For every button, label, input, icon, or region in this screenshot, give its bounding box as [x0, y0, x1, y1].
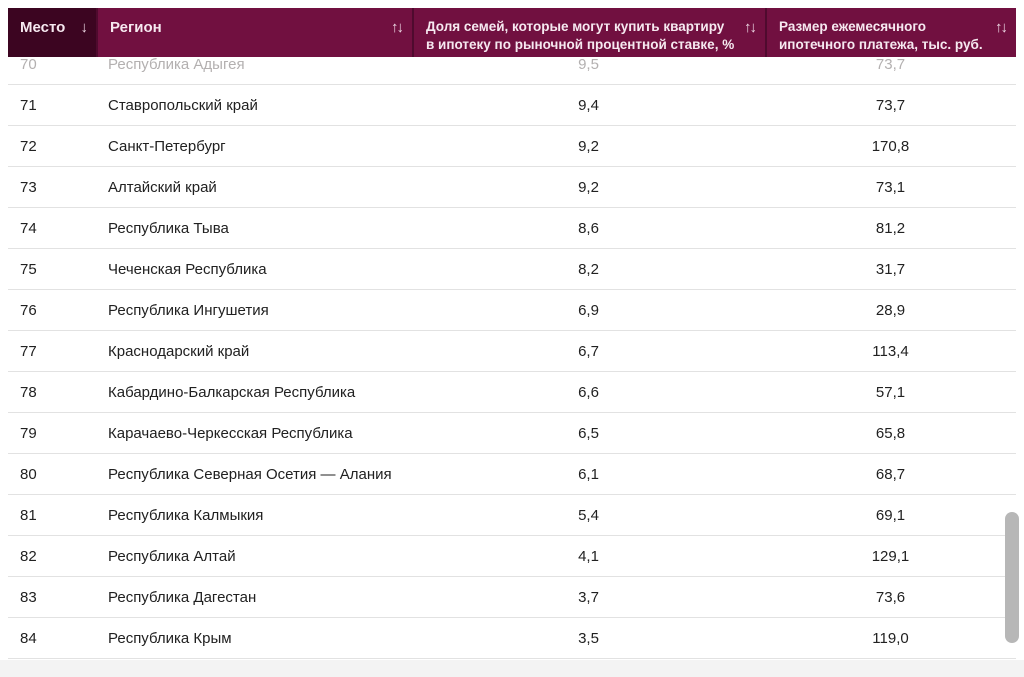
table-row: 80 Республика Северная Осетия — Алания 6…	[8, 454, 1016, 495]
payment-cell: 119,0	[872, 629, 909, 647]
sort-toggle-icon[interactable]: ↑↓	[744, 19, 757, 36]
rank-cell: 82	[20, 547, 37, 565]
payment-cell: 73,7	[875, 96, 906, 114]
region-cell: Республика Дагестан	[108, 588, 257, 606]
rating-table: Место ↓ Регион ↑↓ Доля семей, которые мо…	[8, 8, 1016, 659]
table-row: 73 Алтайский край 9,2 73,1	[8, 167, 1016, 208]
column-header-payment[interactable]: Размер ежемесячного ипотечного платежа, …	[765, 8, 1016, 57]
region-cell: Республика Калмыкия	[108, 506, 264, 524]
payment-cell: 57,1	[875, 383, 906, 401]
column-header-region[interactable]: Регион ↑↓	[96, 8, 412, 57]
rank-cell: 78	[20, 383, 37, 401]
payment-cell: 73,1	[875, 178, 906, 196]
region-cell: Ставропольский край	[108, 96, 258, 114]
share-cell: 4,1	[578, 547, 599, 565]
share-cell: 9,5	[578, 57, 599, 73]
column-header-share-label: Доля семей, которые могут купить квартир…	[426, 19, 735, 52]
payment-cell: 73,7	[875, 57, 906, 73]
payment-cell: 113,4	[872, 342, 909, 360]
payment-cell: 170,8	[871, 137, 910, 155]
table-row: 75 Чеченская Республика 8,2 31,7	[8, 249, 1016, 290]
table-row: 78 Кабардино-Балкарская Республика 6,6 5…	[8, 372, 1016, 413]
rank-cell: 74	[20, 219, 37, 237]
column-header-share[interactable]: Доля семей, которые могут купить квартир…	[412, 8, 765, 57]
rank-cell: 79	[20, 424, 37, 442]
region-cell: Кабардино-Балкарская Республика	[108, 383, 356, 401]
share-cell: 5,4	[578, 506, 599, 524]
share-cell: 3,7	[578, 588, 599, 606]
table-row: 81 Республика Калмыкия 5,4 69,1	[8, 495, 1016, 536]
payment-cell: 65,8	[875, 424, 906, 442]
table-row: 71 Ставропольский край 9,4 73,7	[8, 85, 1016, 126]
payment-cell: 28,9	[875, 301, 906, 319]
rank-cell: 84	[20, 629, 37, 647]
region-cell: Республика Крым	[108, 629, 232, 647]
table-row: 77 Краснодарский край 6,7 113,4	[8, 331, 1016, 372]
sort-descending-icon[interactable]: ↓	[80, 19, 88, 36]
region-cell: Чеченская Республика	[108, 260, 267, 278]
payment-cell: 31,7	[875, 260, 906, 278]
share-cell: 6,9	[578, 301, 599, 319]
region-cell: Республика Ингушетия	[108, 301, 269, 319]
region-cell: Республика Тыва	[108, 219, 229, 237]
rank-cell: 75	[20, 260, 37, 278]
payment-cell: 69,1	[875, 506, 906, 524]
payment-cell: 81,2	[875, 219, 906, 237]
share-cell: 6,1	[578, 465, 599, 483]
rank-cell: 76	[20, 301, 37, 319]
table-row: 76 Республика Ингушетия 6,9 28,9	[8, 290, 1016, 331]
payment-cell: 129,1	[871, 547, 910, 565]
scrollbar-thumb[interactable]	[1005, 512, 1019, 643]
share-cell: 8,2	[578, 260, 599, 278]
rank-cell: 80	[20, 465, 37, 483]
share-cell: 9,4	[578, 96, 599, 114]
rank-cell: 77	[20, 342, 37, 360]
share-cell: 9,2	[578, 137, 599, 155]
table-row: 72 Санкт-Петербург 9,2 170,8	[8, 126, 1016, 167]
region-cell: Республика Адыгея	[108, 57, 245, 73]
share-cell: 6,5	[578, 424, 599, 442]
region-cell: Краснодарский край	[108, 342, 250, 360]
column-header-rank[interactable]: Место ↓	[8, 8, 96, 57]
share-cell: 8,6	[578, 219, 599, 237]
region-cell: Алтайский край	[108, 178, 217, 196]
sort-toggle-icon[interactable]: ↑↓	[995, 19, 1008, 36]
region-cell: Республика Алтай	[108, 547, 236, 565]
rank-cell: 70	[20, 57, 37, 73]
sort-toggle-icon[interactable]: ↑↓	[391, 19, 404, 36]
payment-cell: 73,6	[875, 588, 906, 606]
payment-cell: 68,7	[875, 465, 906, 483]
region-cell: Санкт-Петербург	[108, 137, 226, 155]
region-cell: Карачаево-Черкесская Республика	[108, 424, 353, 442]
share-cell: 6,6	[578, 383, 599, 401]
rank-cell: 72	[20, 137, 37, 155]
table-row: 74 Республика Тыва 8,6 81,2	[8, 208, 1016, 249]
table-row: 82 Республика Алтай 4,1 129,1	[8, 536, 1016, 577]
share-cell: 9,2	[578, 178, 599, 196]
rank-cell: 83	[20, 588, 37, 606]
share-cell: 6,7	[578, 342, 599, 360]
region-cell: Республика Северная Осетия — Алания	[108, 465, 392, 483]
table-header-row: Место ↓ Регион ↑↓ Доля семей, которые мо…	[8, 8, 1016, 57]
table-row: 70 Республика Адыгея 9,5 73,7	[8, 57, 1016, 85]
table-row: 79 Карачаево-Черкесская Республика 6,5 6…	[8, 413, 1016, 454]
column-header-payment-label: Размер ежемесячного ипотечного платежа, …	[779, 19, 983, 52]
table-row: 83 Республика Дагестан 3,7 73,6	[8, 577, 1016, 618]
share-cell: 3,5	[578, 629, 599, 647]
page-bottom-strip	[0, 660, 1024, 677]
table-row: 84 Республика Крым 3,5 119,0	[8, 618, 1016, 659]
rank-cell: 81	[20, 506, 37, 524]
rank-cell: 71	[20, 96, 37, 114]
column-header-rank-label: Место	[20, 19, 66, 36]
rank-cell: 73	[20, 178, 37, 196]
table-body: 70 Республика Адыгея 9,5 73,7 71 Ставроп…	[8, 57, 1016, 659]
column-header-region-label: Регион	[110, 19, 162, 36]
